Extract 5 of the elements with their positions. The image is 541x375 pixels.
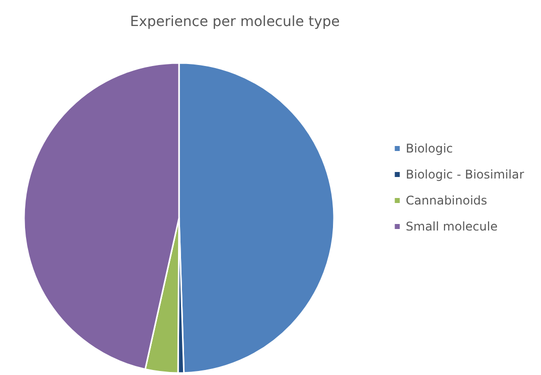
legend-label: Biologic - Biosimilar — [406, 168, 524, 182]
chart-title: Experience per molecule type — [130, 14, 340, 30]
legend-label: Biologic — [406, 142, 453, 156]
legend-label: Small molecule — [406, 220, 498, 234]
legend-label: Cannabinoids — [406, 194, 488, 208]
